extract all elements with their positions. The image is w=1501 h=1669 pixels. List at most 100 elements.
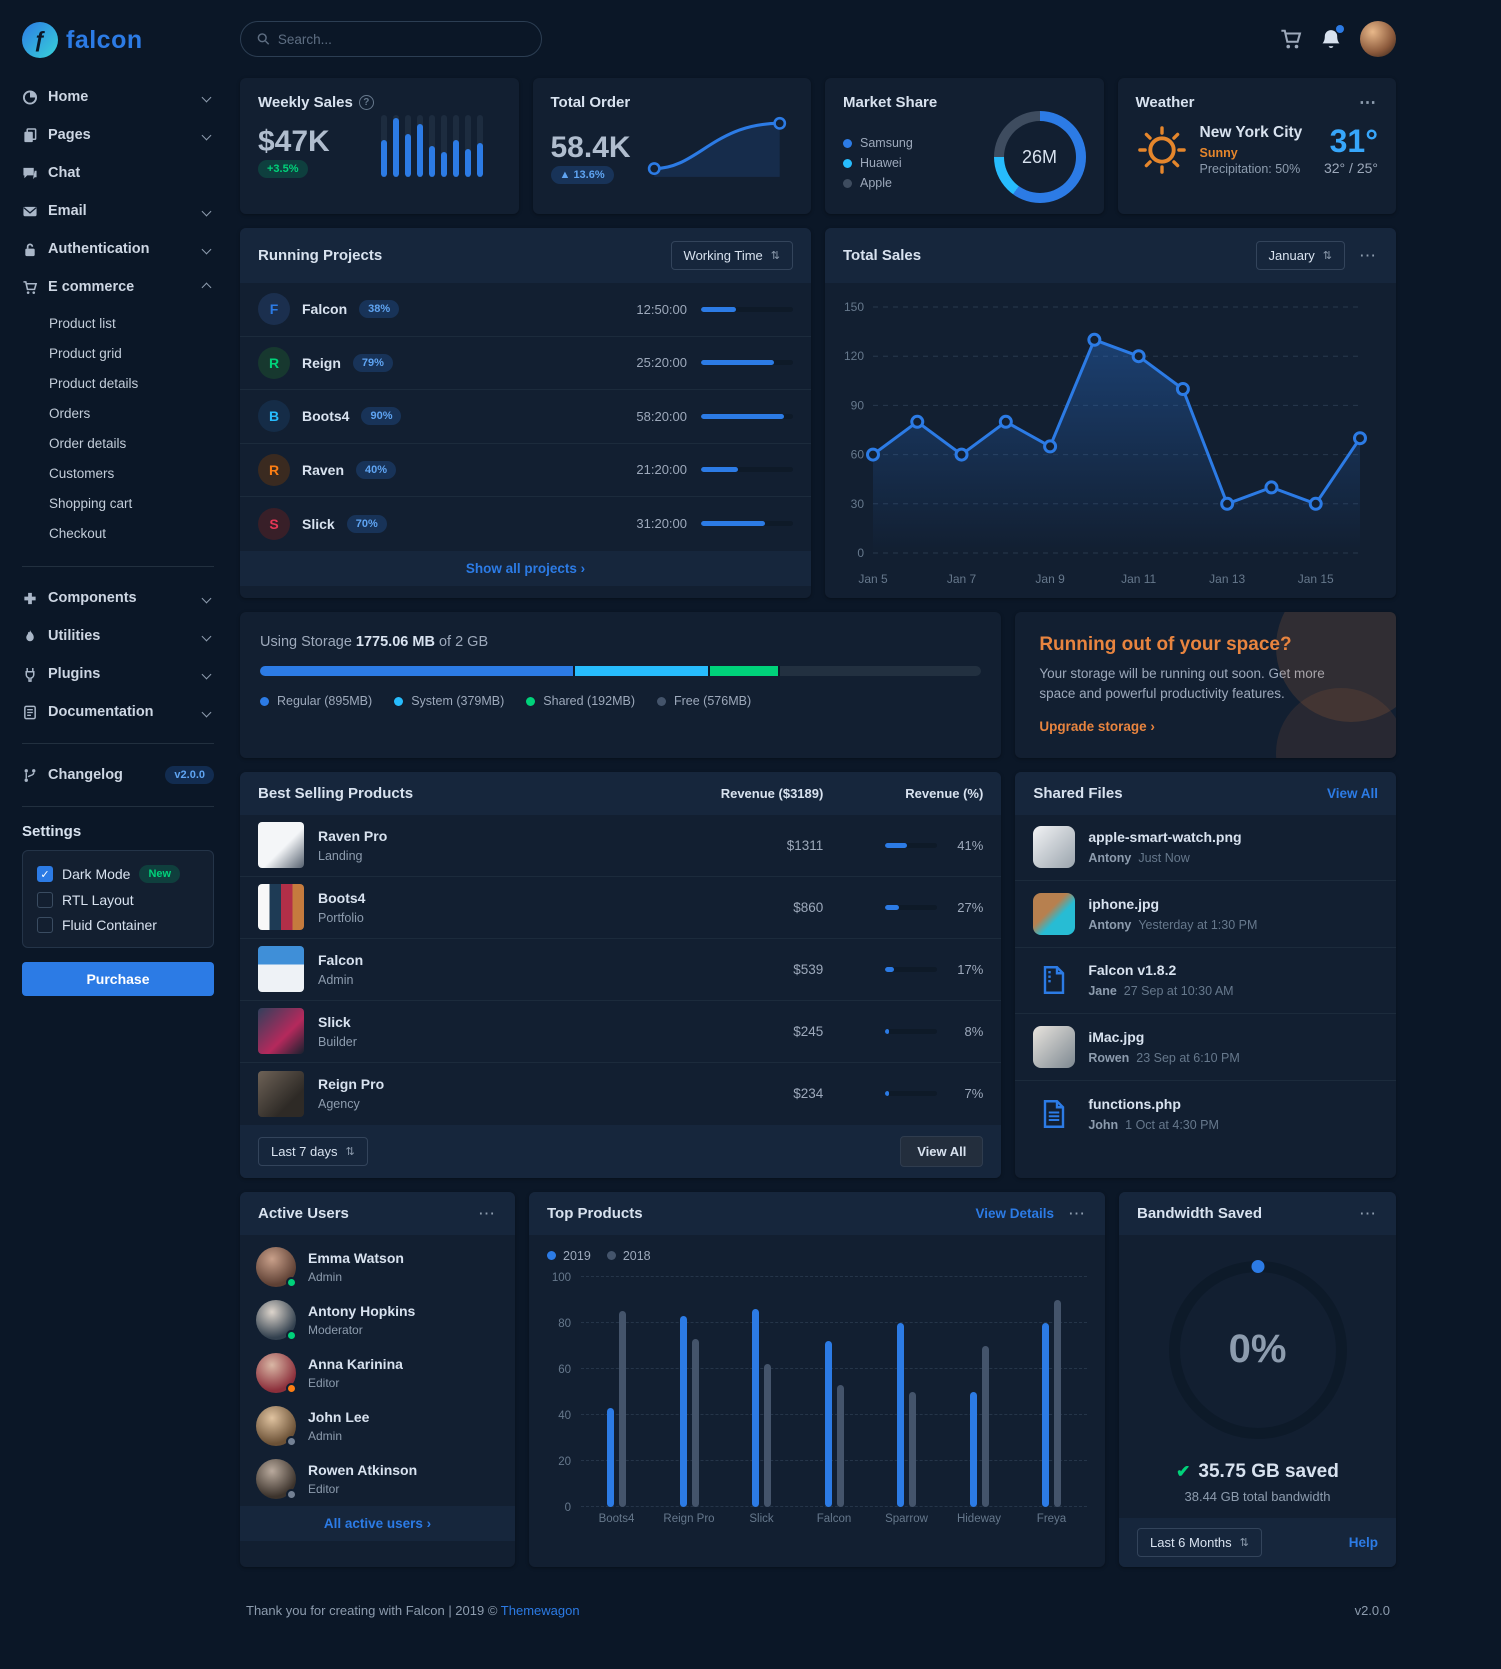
legend-dot (526, 696, 536, 706)
sidebar-item-components[interactable]: Components (22, 579, 214, 617)
sidebar-item-product-list[interactable]: Product list (49, 315, 116, 331)
last-7-days-dropdown[interactable]: Last 7 days ⇅ (258, 1136, 368, 1166)
revenue-progress (885, 1028, 938, 1034)
storage-segment-shared (710, 666, 778, 676)
sidebar-item-home[interactable]: Home (22, 78, 214, 116)
project-name-link[interactable]: Slick (302, 515, 335, 532)
product-name-link[interactable]: Raven Pro (318, 827, 388, 844)
sidebar-item-documentation[interactable]: Documentation (22, 693, 214, 731)
product-category: Builder (318, 1034, 357, 1049)
view-all-button[interactable]: View All (900, 1135, 984, 1167)
dark-mode-toggle[interactable]: ✓ Dark Mode New (37, 865, 199, 883)
project-name-link[interactable]: Reign (302, 354, 341, 371)
sidebar-item-customers[interactable]: Customers (49, 465, 115, 481)
sidebar-item-plugins[interactable]: Plugins (22, 655, 214, 693)
user-avatar (256, 1300, 297, 1341)
user-name-link[interactable]: Emma Watson (308, 1250, 404, 1266)
checkbox-icon[interactable] (37, 917, 53, 933)
product-name-link[interactable]: Falcon (318, 951, 364, 968)
sidebar-item-email[interactable]: Email (22, 192, 214, 230)
stats-row: Weekly Sales? $47K +3.5% Total Order 58.… (240, 78, 1396, 214)
project-name-link[interactable]: Boots4 (302, 408, 350, 425)
project-progress (701, 306, 793, 312)
month-dropdown[interactable]: January ⇅ (1255, 241, 1345, 270)
sidebar-item-shopping-cart[interactable]: Shopping cart (49, 495, 133, 511)
legend-dot (547, 1251, 556, 1260)
sort-icon: ⇅ (770, 250, 780, 262)
product-name-link[interactable]: Reign Pro (318, 1076, 385, 1092)
fluid-container-toggle[interactable]: Fluid Container (37, 917, 199, 933)
user-name-link[interactable]: Anna Karinina (308, 1356, 403, 1372)
user-avatar[interactable] (1360, 21, 1396, 57)
project-name-link[interactable]: Raven (302, 461, 345, 478)
project-name-link[interactable]: Falcon (302, 301, 348, 318)
sidebar-item-order-details[interactable]: Order details (49, 435, 127, 451)
themewagon-link[interactable]: Themewagon (500, 1602, 580, 1618)
svg-text:Jan 11: Jan 11 (1121, 572, 1156, 586)
view-details-link[interactable]: View Details (975, 1205, 1054, 1221)
cart-button[interactable] (1280, 28, 1302, 50)
sidebar-item-ecommerce[interactable]: E commerce (22, 268, 214, 306)
view-all-link[interactable]: View All (1326, 785, 1378, 801)
upgrade-storage-link[interactable]: Upgrade storage › (1039, 718, 1155, 734)
shared-files-list: apple-smart-watch.png Antony Just Now iph… (1015, 815, 1396, 1148)
sidebar-item-product-grid[interactable]: Product grid (49, 345, 122, 361)
product-name-link[interactable]: Boots4 (318, 889, 366, 906)
sidebar-item-pages[interactable]: Pages (22, 116, 214, 154)
bandwidth-title: Bandwidth Saved (1137, 1204, 1263, 1222)
ellipsis-menu-icon[interactable]: ⋯ (1359, 246, 1378, 265)
svg-text:Jan 13: Jan 13 (1209, 572, 1245, 586)
file-name-link[interactable]: iMac.jpg (1088, 1028, 1145, 1045)
search-box[interactable] (240, 21, 542, 57)
fire-icon (26, 629, 34, 641)
sidebar-item-utilities[interactable]: Utilities (22, 617, 214, 655)
chevron-down-icon (201, 130, 212, 140)
question-circle-icon[interactable]: ? (358, 95, 374, 110)
ellipsis-menu-icon[interactable]: ⋯ (1068, 1203, 1087, 1223)
sidebar-item-changelog[interactable]: Changelog v2.0.0 (22, 756, 214, 794)
checkbox-icon[interactable] (37, 892, 53, 908)
file-name-link[interactable]: Falcon v1.8.2 (1088, 962, 1177, 979)
project-percent-badge: 90% (361, 407, 402, 426)
show-all-projects-link[interactable]: Show all projects › (465, 560, 586, 576)
all-active-users-link[interactable]: All active users › (323, 1515, 432, 1531)
market-share-value: 26M (1003, 121, 1076, 193)
sidebar-item-checkout[interactable]: Checkout (49, 525, 107, 541)
envelope-icon (23, 206, 37, 216)
user-name-link[interactable]: John Lee (308, 1409, 370, 1425)
file-name-link[interactable]: iphone.jpg (1088, 895, 1160, 912)
total-order-sparkline (647, 116, 787, 177)
svg-text:150: 150 (844, 300, 864, 314)
file-name-link[interactable]: apple-smart-watch.png (1088, 829, 1242, 846)
cart-icon (1281, 29, 1302, 49)
legend-dot (394, 696, 404, 706)
weekly-sales-value: $47K (258, 125, 330, 158)
sidebar-item-product-details[interactable]: Product details (49, 375, 139, 391)
ellipsis-menu-icon[interactable]: ⋯ (478, 1203, 497, 1223)
product-thumbnail (258, 1008, 304, 1054)
project-time: 25:20:00 (636, 355, 687, 371)
ellipsis-menu-icon[interactable]: ⋯ (1359, 93, 1378, 112)
file-name-link[interactable]: functions.php (1088, 1095, 1181, 1112)
total-sales-chart: 0 30 60 90 120 150 Jan 5 Jan 7 Jan 9 Jan 11 Jan 13… (844, 300, 1367, 586)
code-file-icon (1033, 1093, 1075, 1135)
help-link[interactable]: Help (1348, 1534, 1378, 1550)
user-name-link[interactable]: Antony Hopkins (308, 1303, 416, 1319)
search-input[interactable] (277, 31, 525, 47)
sidebar-divider (22, 743, 214, 744)
user-name-link[interactable]: Rowen Atkinson (308, 1462, 418, 1478)
falcon-logo[interactable]: ƒ falcon (22, 14, 214, 78)
product-name-link[interactable]: Slick (318, 1013, 351, 1030)
last-6-months-dropdown[interactable]: Last 6 Months ⇅ (1137, 1527, 1262, 1557)
ellipsis-menu-icon[interactable]: ⋯ (1359, 1203, 1378, 1223)
sidebar-item-orders[interactable]: Orders (49, 405, 91, 421)
sidebar-item-chat[interactable]: Chat (22, 154, 214, 192)
sidebar-item-authentication[interactable]: Authentication (22, 230, 214, 268)
notifications-button[interactable] (1320, 25, 1344, 50)
rtl-layout-toggle[interactable]: RTL Layout (37, 892, 199, 908)
top-products-bars: Boots4 Reign Pro Slick Falcon Sparrow Hideway… (581, 1277, 1087, 1525)
checkbox-checked-icon[interactable]: ✓ (37, 866, 53, 882)
working-time-dropdown[interactable]: Working Time ⇅ (670, 241, 793, 270)
purchase-button[interactable]: Purchase (22, 962, 214, 996)
user-role: Editor (308, 1376, 340, 1390)
